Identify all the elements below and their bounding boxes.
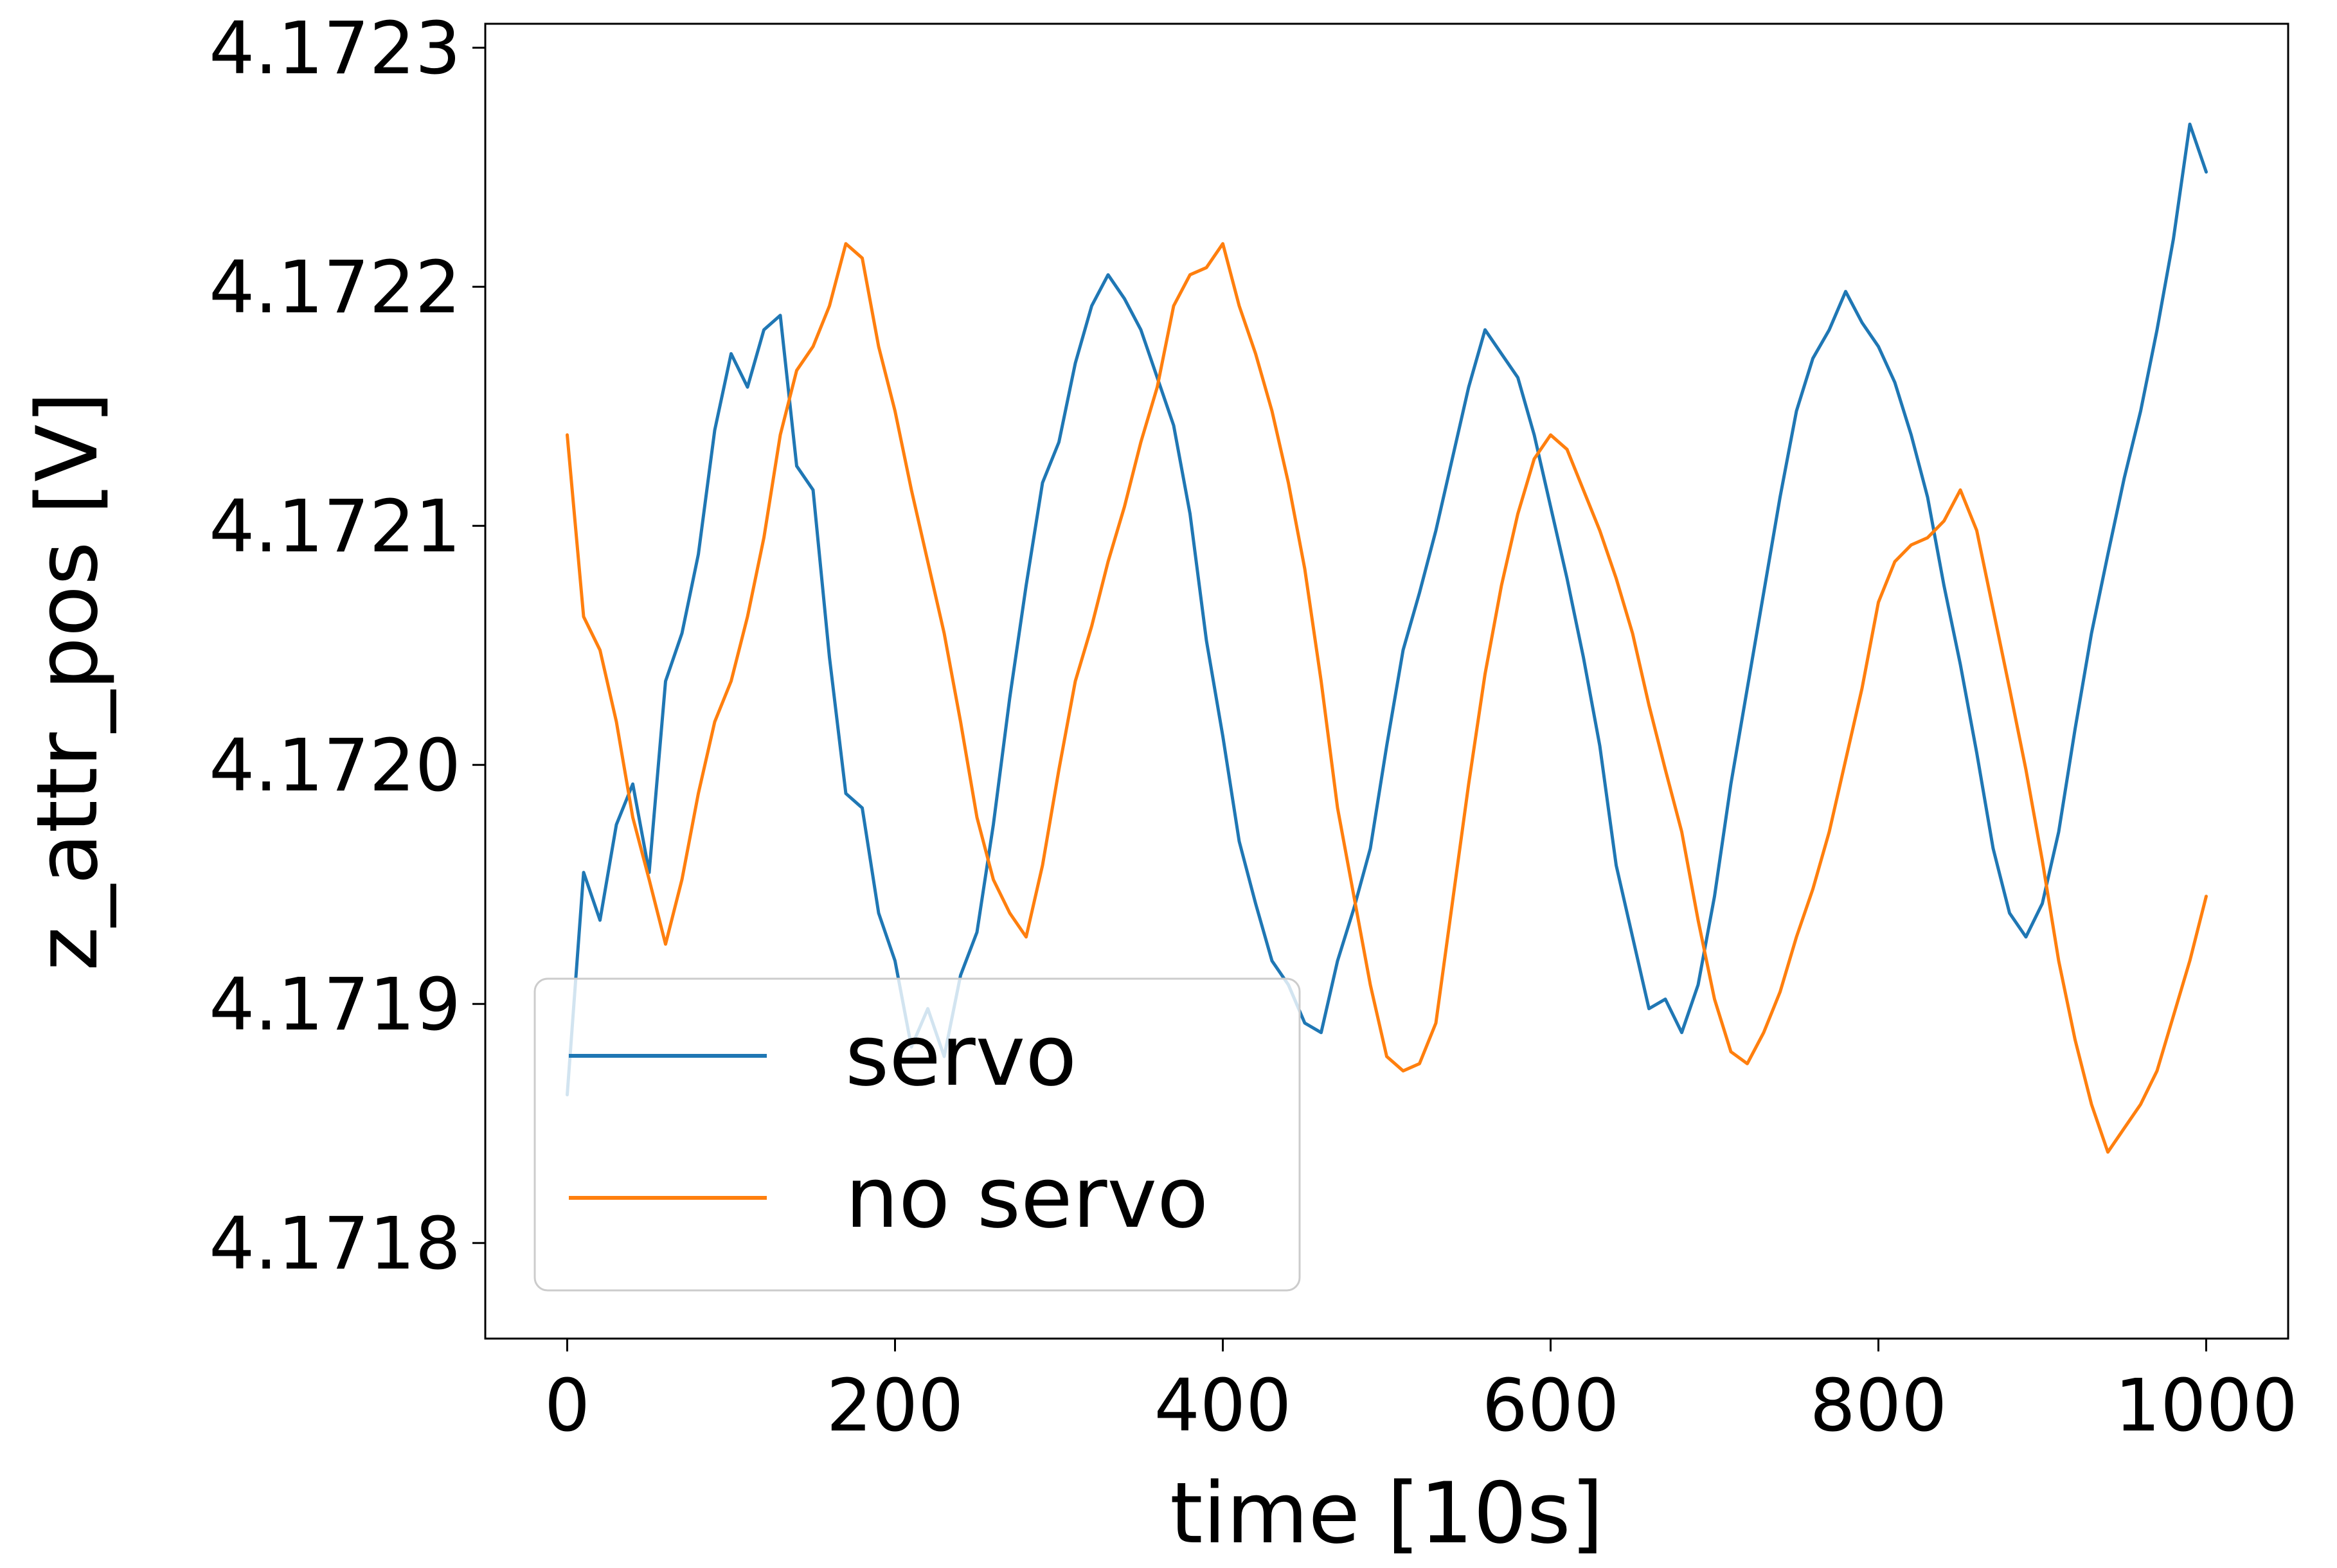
plot-frame: [484, 22, 2289, 1340]
series-line-no-servo: [566, 242, 2208, 1154]
y-axis: 4.1718 4.1719 4.1720 4.1721 4.1722 4.1723: [209, 7, 485, 1286]
x-tick-label: 600: [1482, 1364, 1620, 1448]
x-tick-label: 1000: [2115, 1364, 2298, 1448]
x-axis-label: time [10s]: [1170, 1464, 1604, 1562]
x-axis: 0 200 400 600 800 1000: [544, 1339, 2298, 1448]
y-axis-label: z_attr_pos [V]: [18, 391, 116, 971]
x-tick-label: 200: [827, 1364, 964, 1448]
y-tick-label: 4.1723: [209, 7, 461, 91]
y-tick-label: 4.1721: [209, 485, 461, 569]
x-tick-label: 400: [1154, 1364, 1292, 1448]
series-line-servo: [566, 122, 2208, 1097]
series-layer: [566, 122, 2208, 1154]
y-tick-label: 4.1719: [209, 963, 461, 1047]
x-tick-label: 0: [544, 1364, 590, 1448]
legend: servo no servo: [533, 977, 1301, 1292]
y-tick-label: 4.1720: [209, 724, 461, 808]
y-tick-label: 4.1722: [209, 246, 461, 330]
legend-label-servo: servo: [845, 1006, 1077, 1105]
y-tick-label: 4.1718: [209, 1202, 461, 1286]
x-tick-label: 800: [1810, 1364, 1948, 1448]
legend-label-no-servo: no servo: [845, 1148, 1208, 1247]
